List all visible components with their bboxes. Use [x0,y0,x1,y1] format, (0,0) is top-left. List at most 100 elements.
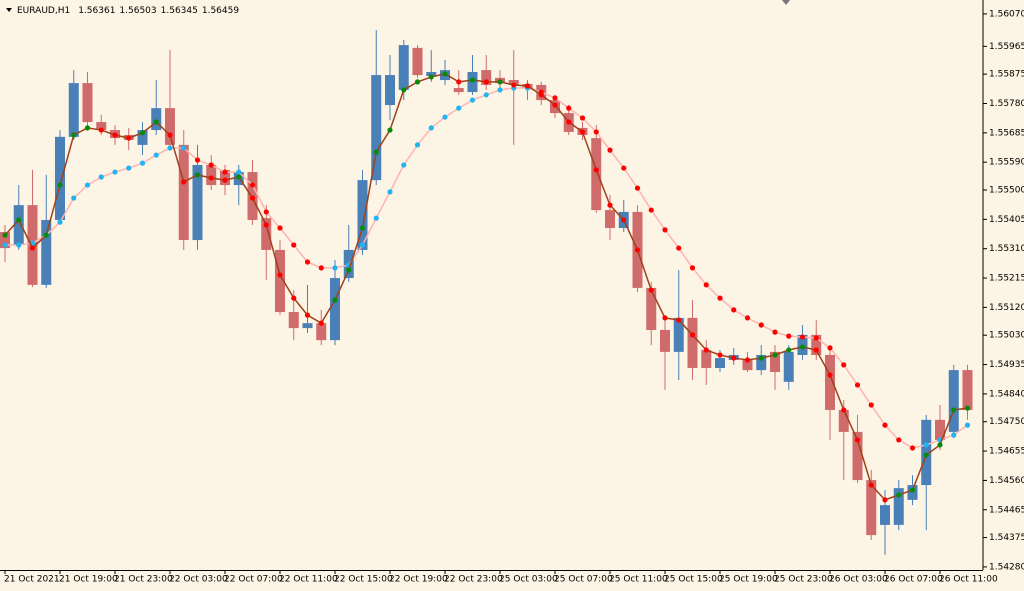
indicator-dot [153,152,159,158]
candle-body [893,488,904,525]
indicator-dot [139,130,146,136]
indicator-dot [662,227,668,233]
candle-body [453,88,464,93]
indicator-dot [634,247,641,253]
indicator-dot [909,445,916,451]
candle-body [398,45,409,90]
indicator-dot [552,102,558,108]
y-tick-label: 1.55965 [989,42,1024,52]
indicator-dot [126,135,132,141]
indicator-dot [249,195,256,201]
candle-body [371,75,382,181]
candle-body [756,354,767,371]
indicator-dot [16,217,22,223]
header-price: 1.56345 [161,6,198,16]
indicator-dot [813,335,819,341]
x-tick-label: 21 Oct 23:00 [114,575,173,585]
indicator-dot [222,169,228,175]
indicator-dot [181,145,187,151]
indicator-dot [236,169,242,175]
indicator-dot [634,185,641,191]
candle-body [880,505,890,525]
x-tick-label: 26 Oct 07:00 [884,575,943,585]
indicator-dot [772,329,778,335]
candle-body [302,323,313,329]
candle-body [357,180,368,250]
indicator-dot [277,272,283,278]
candle-body [701,350,712,368]
candle-body [646,287,657,330]
candle-body [288,312,299,329]
y-tick-label: 1.55310 [989,244,1024,254]
candle-body [783,351,794,382]
candle-body [825,354,835,410]
x-tick-label: 21 Oct 2021 [4,575,60,585]
candle-body [68,83,79,137]
indicator-dot [882,422,888,428]
indicator-dot [827,345,833,351]
candle-body [13,205,24,245]
indicator-dot [951,407,957,413]
indicator-dot [249,182,256,188]
indicator-dot [896,437,902,443]
indicator-dot [731,355,737,361]
x-tick-label: 26 Oct 03:00 [829,575,888,585]
candle-body [275,249,285,313]
indicator-dot [731,307,737,313]
indicator-dot [332,265,338,271]
indicator-dot [181,179,187,185]
indicator-dot [841,407,847,413]
x-tick-label: 25 Oct 03:00 [499,575,558,585]
indicator-dot [717,352,723,358]
y-tick-label: 1.55685 [989,128,1024,138]
indicator-dot [827,372,833,378]
x-tick-label: 25 Oct 15:00 [664,575,723,585]
x-tick-label: 22 Oct 03:00 [169,575,228,585]
indicator-dot [442,114,448,120]
x-tick-label: 25 Oct 23:00 [774,575,833,585]
indicator-dot [57,182,63,188]
indicator-dot [813,347,819,353]
y-tick-label: 1.55500 [989,186,1024,196]
candle-body [192,164,203,241]
x-tick-label: 22 Oct 19:00 [389,575,448,585]
candle-body [591,138,602,211]
candle-body [852,431,863,481]
candle-body [481,70,492,85]
indicator-dot [868,402,874,408]
indicator-dot [524,83,531,89]
indicator-dot [194,157,201,163]
y-tick-label: 1.54840 [989,389,1024,399]
candle-body [82,83,93,123]
candle-body [660,329,670,352]
candle-body [0,232,10,249]
indicator-dot [194,172,201,178]
indicator-dot [29,245,36,251]
indicator-dot [923,452,929,458]
indicator-dot [593,167,599,173]
y-tick-label: 1.54560 [989,476,1024,486]
indicator-dot [621,165,627,171]
indicator-dot [277,225,283,231]
indicator-dot [758,355,764,361]
indicator-dot [71,195,77,201]
y-tick-label: 1.55030 [989,331,1024,341]
candle-body [605,210,615,228]
indicator-dot [593,129,599,135]
y-tick-label: 1.55120 [989,303,1024,313]
indicator-dot [786,333,792,339]
candle-body [261,218,272,250]
indicator-dot [112,132,118,138]
candle-body [206,164,217,186]
indicator-dot [689,265,696,271]
menu-arrow[interactable] [6,8,12,12]
indicator-dot [896,492,902,498]
indicator-dot [772,352,778,358]
indicator-dot [841,362,847,368]
indicator-dot [758,322,764,328]
indicator-dot [318,320,324,326]
indicator-dot [16,242,22,248]
chart-header: EURAUD,H1 1.56361 1.56503 1.56345 1.56459 [17,6,239,16]
indicator-dot [799,344,806,350]
indicator-dot [43,232,49,238]
